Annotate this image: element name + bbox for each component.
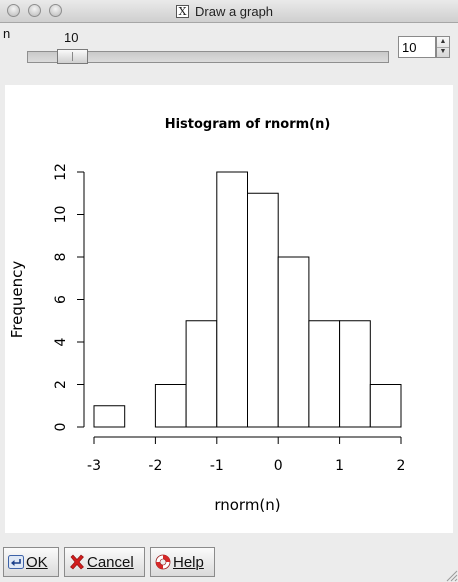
histogram-bar-5 [247, 192, 279, 428]
n-spinbox-input[interactable]: 10 [398, 36, 436, 58]
histogram-bar-9 [369, 384, 402, 428]
ok-button[interactable]: OK [3, 547, 59, 577]
help-lifebuoy-icon [155, 554, 171, 570]
histogram-bar-8 [339, 320, 371, 428]
spin-down-arrow-icon[interactable]: ▼ [439, 48, 447, 55]
resize-grip-icon[interactable] [444, 568, 458, 582]
y-tick-label: 0 [53, 423, 69, 432]
y-tick-label: 8 [53, 253, 69, 262]
close-window-button[interactable] [7, 4, 20, 17]
window-title: Draw a graph [195, 3, 274, 19]
histogram-bar-7 [308, 320, 341, 428]
window-title-group: X Draw a graph [176, 3, 273, 19]
y-tick-label: 12 [53, 163, 69, 181]
histogram-bar-4 [216, 171, 249, 428]
y-tick-label: 4 [53, 337, 69, 346]
x-tick-label: 1 [335, 458, 344, 474]
y-tick-label: 10 [53, 206, 69, 224]
n-slider-thumb[interactable] [57, 49, 88, 64]
minimize-window-button[interactable] [28, 4, 41, 17]
n-spinbox-buttons: ▲ ▼ [436, 36, 450, 58]
n-slider-track[interactable] [27, 51, 389, 63]
slider-value-label: 10 [64, 30, 79, 45]
cancel-icon [70, 554, 84, 570]
title-bar[interactable]: X Draw a graph [0, 0, 458, 23]
spin-up-arrow-icon[interactable]: ▲ [437, 37, 449, 48]
ok-icon [8, 555, 24, 569]
x-tick-label: -2 [148, 458, 162, 474]
histogram-bar-6 [277, 256, 310, 428]
ok-button-label: OK [26, 553, 48, 571]
y-tick-label: 2 [53, 380, 69, 389]
histogram-chart: Histogram of rnorm(n)-3 -2 -1 0 1 2024681012r… [8, 117, 406, 514]
zoom-window-button[interactable] [49, 4, 62, 17]
cancel-button[interactable]: Cancel [64, 547, 145, 577]
histogram-bar-3 [185, 320, 218, 428]
x-tick-label: 0 [274, 458, 283, 474]
x-axis-label: rnorm(n) [214, 496, 280, 514]
help-button[interactable]: Help [150, 547, 215, 577]
chart-title: Histogram of rnorm(n) [165, 117, 331, 132]
plot-canvas: Histogram of rnorm(n) -3 -2 -1 0 1 2 0 2 4 6 8 10 12 r… [5, 85, 453, 533]
help-button-label: Help [173, 553, 204, 571]
histogram-bar-0 [93, 405, 126, 428]
y-tick-label: 6 [53, 295, 69, 304]
cancel-button-label: Cancel [87, 553, 134, 571]
x-tick-label: -1 [210, 458, 224, 474]
x-tick-label: -3 [87, 458, 101, 474]
histogram-bar-2 [154, 384, 187, 428]
x11-icon: X [176, 4, 189, 18]
y-axis-label: Frequency [8, 261, 26, 339]
x-tick-label: 2 [397, 458, 406, 474]
slider-name-label: n [3, 26, 11, 41]
